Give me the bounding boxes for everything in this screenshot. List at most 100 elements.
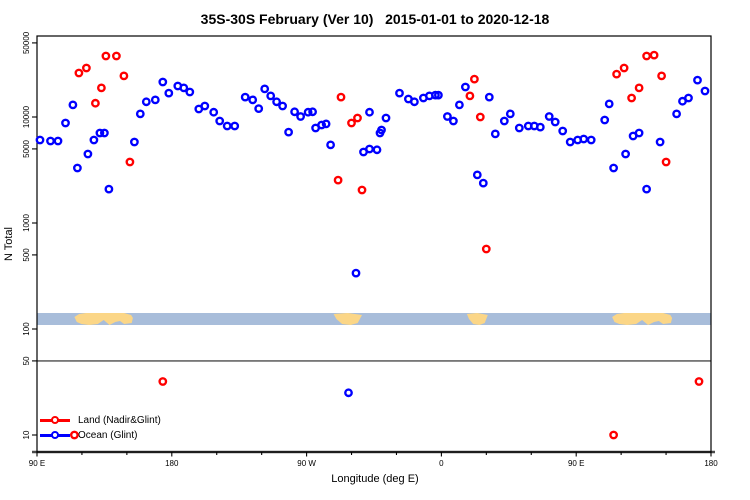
ocean-point (158, 77, 168, 87)
ocean-point (215, 116, 225, 126)
ocean-point (381, 113, 391, 123)
ocean-point (135, 109, 145, 119)
ocean-point (365, 144, 374, 154)
ocean-point (604, 99, 614, 109)
ocean-point (514, 123, 524, 133)
ocean-point (248, 95, 258, 105)
ocean-point (260, 84, 270, 94)
ocean-point (209, 107, 219, 117)
ocean-point (600, 115, 610, 125)
land-point (357, 185, 367, 195)
map-strip-ocean (37, 313, 711, 325)
land-point (158, 377, 168, 386)
ocean-point (344, 388, 353, 398)
land-point (74, 68, 84, 78)
ocean-point (46, 136, 55, 146)
legend-label-ocean: Ocean (Glint) (78, 430, 138, 441)
land-point (627, 93, 636, 103)
ocean-point (448, 116, 458, 126)
chart-title: 35S-30S February (Ver 10) 2015-01-01 to … (200, 11, 550, 27)
legend-item-ocean: Ocean (Glint) (40, 428, 161, 443)
y-tick-label: 5000 (22, 139, 31, 157)
ocean-point (395, 88, 404, 98)
ocean-point (550, 117, 560, 127)
x-tick-label: 180 (165, 459, 179, 468)
y-tick-label: 10000 (22, 105, 31, 128)
ocean-point (359, 147, 368, 157)
ocean-point (35, 135, 45, 145)
x-tick-label: 90 E (568, 459, 584, 468)
land-point (642, 51, 651, 61)
ocean-point (290, 107, 299, 117)
ocean-point (478, 178, 488, 188)
ocean-point (179, 83, 189, 93)
ocean-point (150, 95, 160, 105)
ocean-point (442, 112, 452, 121)
ocean-point (321, 119, 331, 129)
ocean-point (621, 149, 630, 159)
y-axis-label: N Total (3, 226, 15, 262)
x-tick-label: 90 W (297, 459, 316, 468)
ocean-point (311, 123, 320, 133)
x-tick-label: 180 (704, 459, 718, 468)
ocean-point (129, 137, 139, 147)
land-point (657, 71, 666, 81)
x-axis-label: Longitude (deg E) (331, 473, 419, 485)
land-point (634, 83, 644, 93)
ocean-point (185, 87, 195, 97)
ocean-point (505, 109, 515, 119)
ocean-point (484, 92, 494, 102)
ocean-point (628, 131, 638, 141)
land-point (475, 112, 485, 122)
ocean-point (424, 91, 434, 101)
ocean-point (609, 163, 618, 173)
ocean-point (53, 136, 63, 146)
ocean-point (230, 121, 240, 131)
ocean-point (89, 135, 99, 145)
land-point (353, 113, 362, 123)
ocean-point (535, 122, 545, 132)
ocean-point (141, 97, 151, 107)
land-point (101, 51, 111, 61)
ocean-point (544, 112, 554, 121)
ocean-point (254, 104, 264, 114)
land-point (612, 69, 621, 79)
plot-border (36, 35, 712, 453)
ocean-point (642, 184, 651, 194)
ocean-point (173, 81, 183, 91)
land-point (119, 71, 129, 81)
ocean-point (433, 90, 443, 100)
ocean-point (272, 97, 281, 107)
ocean-point (73, 163, 82, 173)
ocean-point (296, 112, 305, 121)
ocean-point (693, 75, 702, 85)
ocean-point (418, 93, 428, 103)
y-tick-label: 10 (22, 430, 31, 439)
land-point (347, 118, 356, 128)
ocean-point (684, 93, 693, 103)
land-point (469, 74, 479, 84)
x-tick-label: 0 (439, 459, 444, 468)
land-point (619, 63, 629, 73)
ocean-point (303, 107, 313, 117)
ocean-point (558, 126, 568, 136)
ocean-point (454, 100, 464, 110)
land-patch (466, 313, 488, 325)
ocean-point (375, 128, 385, 138)
legend: Land (Nadir&Glint) Ocean (Glint) (40, 413, 161, 443)
ocean-point (351, 268, 361, 278)
land-point (649, 50, 659, 60)
ocean-point (430, 90, 440, 100)
ocean-point (200, 101, 210, 111)
land-patch (333, 313, 362, 325)
land-point (82, 63, 91, 73)
x-tick-label: 90 E (29, 459, 45, 468)
land-patch (612, 313, 673, 325)
land-point (465, 91, 475, 101)
land-point (97, 83, 106, 93)
ocean-point (240, 92, 250, 102)
ocean-point (529, 121, 539, 131)
ocean-point (472, 170, 482, 180)
ocean-point (672, 109, 681, 119)
